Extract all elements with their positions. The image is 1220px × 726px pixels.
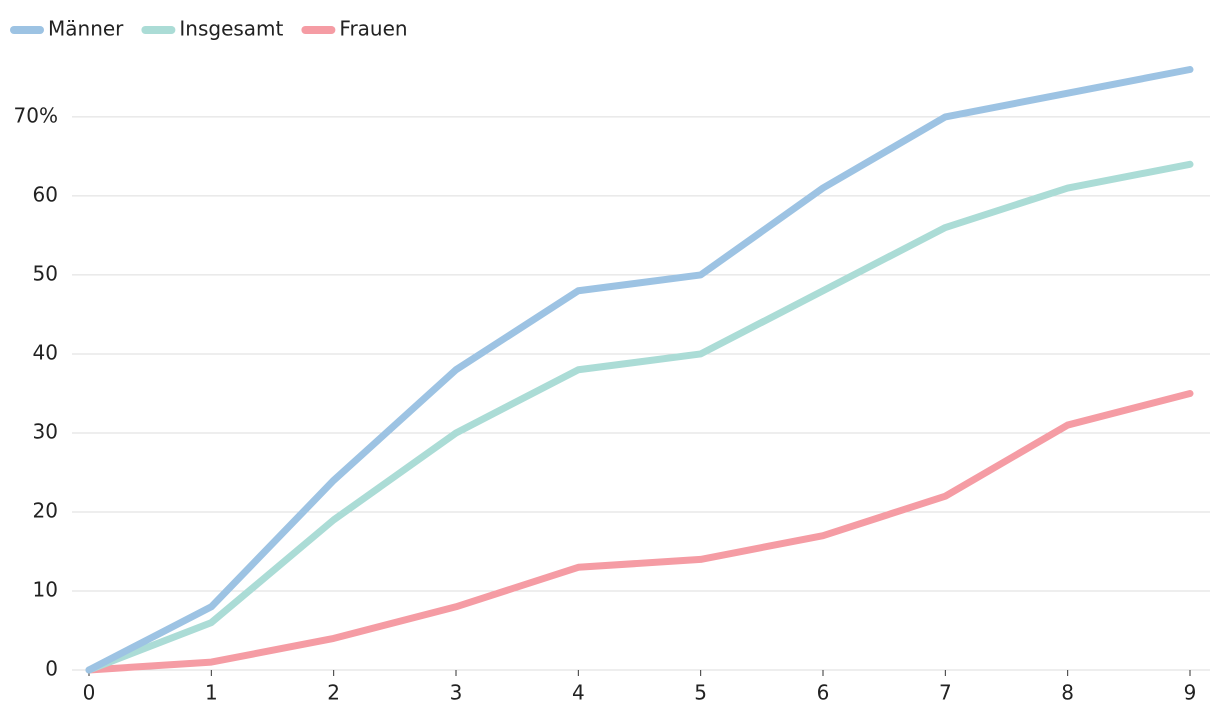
legend-label: Frauen [339,17,407,41]
y-tick-label: 40 [33,340,58,364]
y-tick-label: 70% [14,103,58,127]
x-tick-label: 2 [327,681,340,705]
x-tick-label: 0 [83,681,96,705]
series-line [85,389,1194,674]
legend-label: Männer [48,17,124,41]
x-tick-label: 4 [572,681,585,705]
x-tick-label: 1 [205,681,218,705]
y-tick-label: 30 [33,419,58,443]
x-tick-label: 6 [817,681,830,705]
y-tick-label: 0 [45,657,58,681]
y-tick-label: 50 [33,261,58,285]
x-tick-label: 8 [1061,681,1074,705]
legend-label: Insgesamt [179,17,283,41]
x-tick-label: 7 [939,681,952,705]
x-tick-label: 9 [1184,681,1197,705]
series-line [85,160,1194,674]
y-tick-label: 60 [33,182,58,206]
y-tick-label: 10 [33,577,58,601]
y-tick-label: 20 [33,498,58,522]
x-tick-label: 3 [450,681,463,705]
series-line [85,66,1194,674]
x-tick-label: 5 [694,681,707,705]
